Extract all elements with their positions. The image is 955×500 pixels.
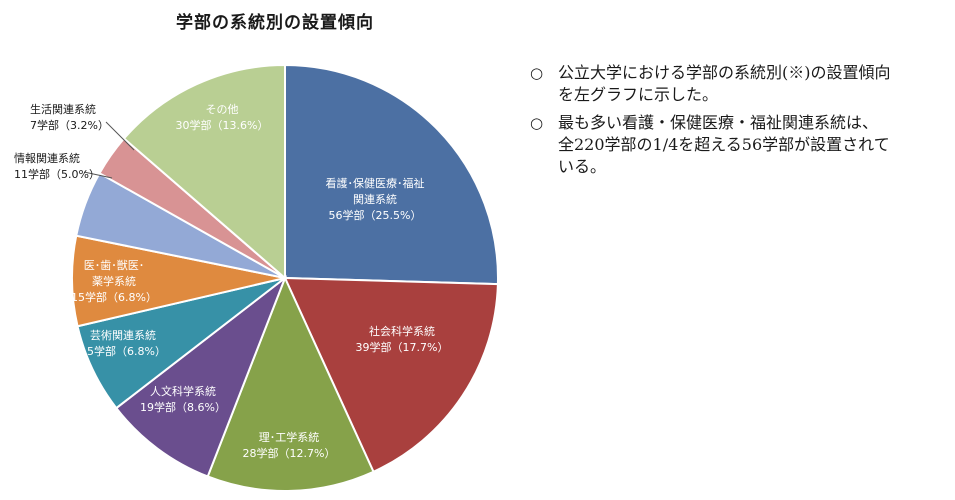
note-line: 公立大学における学部の系統別(※)の設置傾向: [558, 63, 891, 82]
slice-label: 薬学系統: [92, 274, 136, 288]
pie-slice: [122, 63, 286, 281]
note-line: を左グラフに示した。: [558, 85, 719, 104]
slice-label: 15学部（6.8%）: [80, 344, 166, 358]
slice-label: 7学部（3.2%）: [30, 118, 109, 132]
slice-label: 人文科学系統: [150, 384, 216, 398]
note-item: ○ 最も多い看護・保健医療・福祉関連系統は、 全220学部の1/4を超える56学…: [530, 112, 950, 178]
slice-label: 関連系統: [353, 192, 397, 206]
pie-chart: 看護･保健医療･福祉関連系統 56学部（25.5%） 社会科学系統 39学部（17.7…: [14, 63, 499, 492]
slice-label: その他: [206, 103, 239, 116]
slice-label: 39学部（17.7%）: [356, 340, 449, 354]
slice-label: 生活関連系統: [30, 102, 96, 116]
slice-label: 30学部（13.6%）: [176, 118, 269, 132]
note-text: 公立大学における学部の系統別(※)の設置傾向 を左グラフに示した。: [558, 62, 950, 106]
slice-label: 19学部（8.6%）: [140, 400, 226, 414]
slice-label: 看護･保健医療･福祉: [326, 176, 425, 190]
note-line: 最も多い看護・保健医療・福祉関連系統は、: [558, 113, 879, 132]
slice-label: 芸術関連系統: [90, 328, 156, 342]
pie-slice: [206, 275, 375, 492]
label-leader-line: [105, 121, 135, 151]
slice-label: 28学部（12.7%）: [243, 446, 336, 460]
pie-slice: [114, 275, 288, 478]
slice-label: 医･歯･獣医･: [84, 258, 145, 272]
note-line: いる。: [558, 157, 607, 176]
note-item: ○ 公立大学における学部の系統別(※)の設置傾向 を左グラフに示した。: [530, 62, 950, 106]
slice-label: 56学部（25.5%）: [329, 208, 422, 222]
note-bullet-icon: ○: [530, 114, 544, 132]
pie-slice: [283, 276, 499, 474]
pie-slice: [284, 63, 499, 286]
chart-title: 学部の系統別の設置傾向: [176, 13, 374, 33]
slice-label: 情報関連系統: [14, 151, 80, 165]
slice-label: 社会科学系統: [369, 324, 435, 338]
slice-label: 11学部（5.0%）: [14, 167, 100, 181]
note-text: 最も多い看護・保健医療・福祉関連系統は、 全220学部の1/4を超える56学部が…: [558, 112, 950, 178]
slice-label: 15学部（6.8%）: [71, 290, 157, 304]
note-line: 全220学部の1/4を超える56学部が設置されて: [558, 135, 890, 154]
label-leader-line: [83, 171, 113, 179]
notes-panel: ○ 公立大学における学部の系統別(※)の設置傾向 を左グラフに示した。 ○ 最も…: [530, 62, 950, 184]
slice-label: 理･工学系統: [259, 430, 320, 444]
note-bullet-icon: ○: [530, 64, 544, 82]
